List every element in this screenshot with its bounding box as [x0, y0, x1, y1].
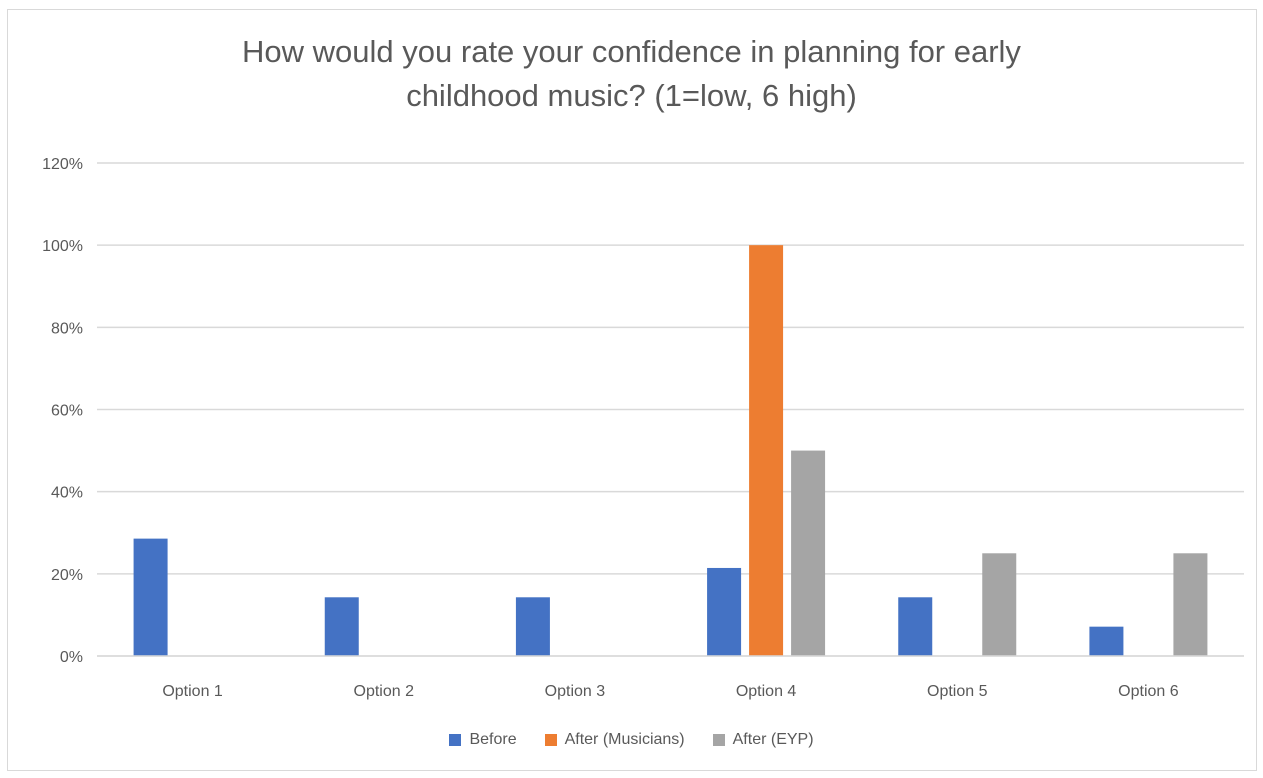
- bar-after-eyp-6: [1173, 553, 1208, 656]
- y-tick-label: 20%: [51, 567, 83, 584]
- legend-swatch-after-eyp: [712, 734, 725, 746]
- chart-area: [7, 9, 1257, 771]
- bar-before-3: [515, 597, 550, 656]
- x-tick-label: Option 6: [1118, 683, 1179, 700]
- bar-before-4: [707, 567, 742, 656]
- y-tick-label: 120%: [42, 156, 83, 173]
- x-tick-label: Option 2: [354, 683, 415, 700]
- legend-swatch-after-musicians: [544, 734, 557, 746]
- chart-title-line-1: How would you rate your confidence in pl…: [242, 34, 1021, 69]
- legend-label-after-eyp: After (EYP): [732, 731, 814, 748]
- chart-title-line-2: childhood music? (1=low, 6 high): [406, 78, 857, 113]
- y-tick-label: 40%: [51, 485, 83, 502]
- x-tick-label: Option 3: [545, 683, 606, 700]
- legend-swatch-before: [449, 734, 462, 746]
- bar-before-1: [133, 538, 168, 656]
- x-tick-label: Option 1: [162, 683, 223, 700]
- legend: Before After (Musicians) After (EYP): [0, 731, 1263, 749]
- legend-label-after-musicians: After (Musicians): [564, 731, 685, 748]
- legend-item-after-eyp: After (EYP): [712, 731, 814, 749]
- bar-before-5: [898, 597, 933, 656]
- x-tick-label: Option 4: [736, 683, 797, 700]
- legend-item-before: Before: [449, 731, 517, 749]
- chart-title: How would you rate your confidence in pl…: [0, 30, 1263, 118]
- y-tick-label: 100%: [42, 238, 83, 255]
- y-tick-label: 0%: [60, 649, 83, 666]
- bar-before-6: [1089, 626, 1124, 656]
- y-tick-label: 60%: [51, 403, 83, 420]
- x-tick-label: Option 5: [927, 683, 988, 700]
- bar-after-musicians-4: [749, 245, 784, 656]
- y-tick-label: 80%: [51, 320, 83, 337]
- bar-after-eyp-5: [982, 553, 1017, 656]
- bar-before-2: [324, 597, 359, 656]
- legend-label-before: Before: [469, 731, 517, 748]
- bar-after-eyp-4: [791, 450, 826, 656]
- legend-item-after-musicians: After (Musicians): [544, 731, 685, 749]
